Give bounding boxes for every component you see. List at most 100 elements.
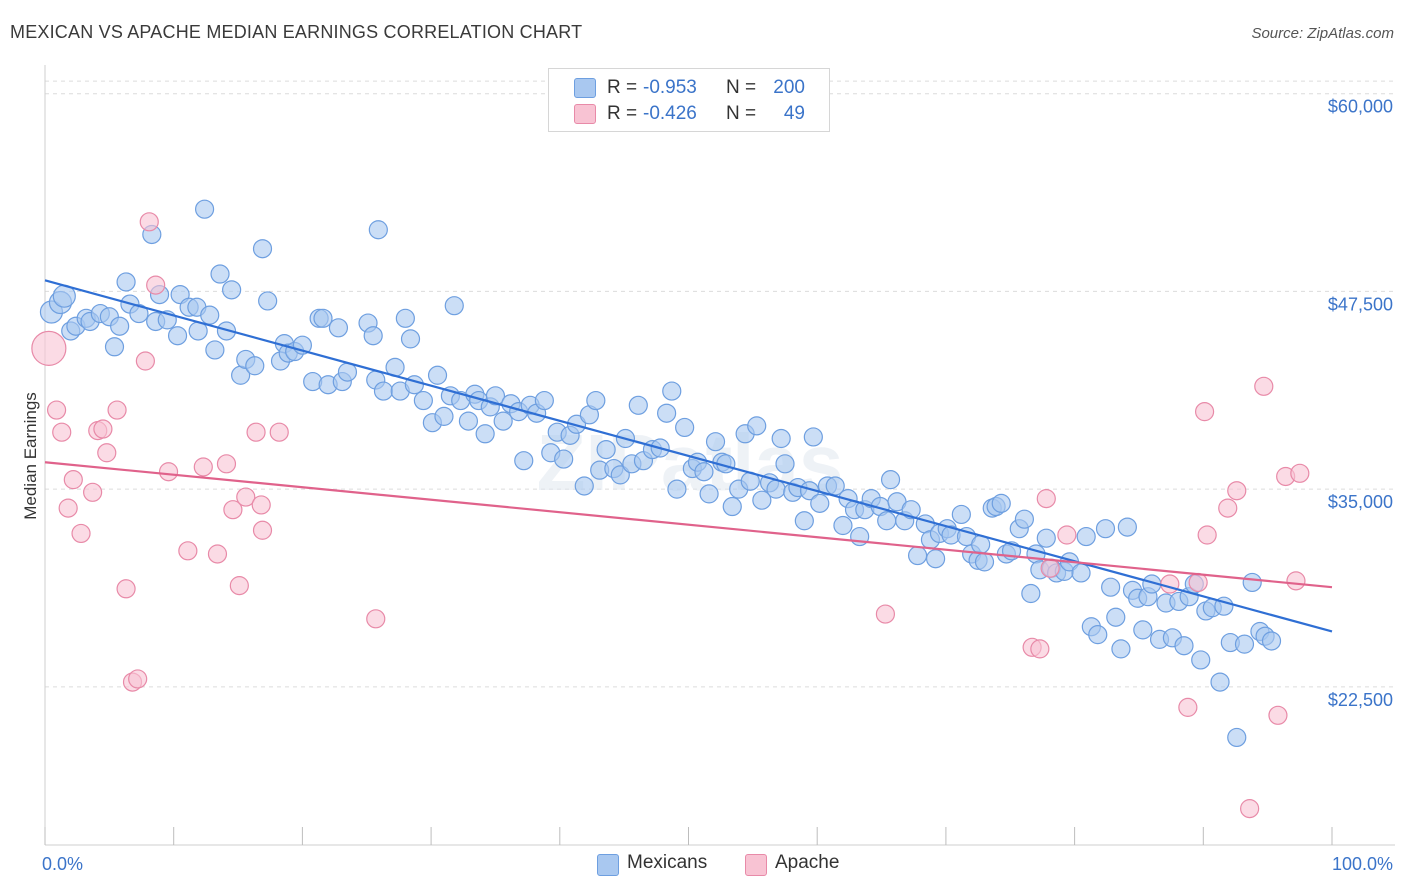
legend-n-label: N = <box>726 77 757 98</box>
apache-point <box>246 422 266 442</box>
mexicans-point <box>205 340 225 360</box>
y-tick-label: $35,000 <box>1328 492 1393 512</box>
apache-point <box>107 400 127 420</box>
legend-r-label: R = <box>607 77 638 98</box>
apache-point <box>229 576 249 596</box>
mexicans-point <box>596 439 616 460</box>
mexicans-point <box>752 490 772 510</box>
mexicans-point <box>1261 631 1282 651</box>
bottom-legend-swatch-mexicans <box>597 854 619 876</box>
mexicans-point <box>245 356 265 376</box>
mexicans-point <box>833 515 853 536</box>
mexicans-point <box>258 291 278 311</box>
mexicans-point <box>771 428 791 449</box>
mexicans-trend-line <box>44 279 1333 633</box>
axes <box>44 65 1395 846</box>
mexicans-point <box>667 479 687 499</box>
mexicans-point <box>722 496 742 517</box>
mexicans-point <box>1174 636 1194 656</box>
x-tick-label: 100.0% <box>1332 854 1393 874</box>
mexicans-point <box>747 416 767 436</box>
mexicans-point <box>313 308 333 328</box>
trend-lines <box>44 279 1333 633</box>
apache-point <box>1178 697 1198 717</box>
mexicans-point <box>705 432 726 452</box>
apache-point <box>1268 705 1288 725</box>
mexicans-point <box>222 280 242 300</box>
legend: R = -0.953 N = 200 R = -0.426 N = 49 <box>548 68 830 132</box>
mexicans-point <box>901 500 921 520</box>
apache-point <box>128 669 148 689</box>
apache-point <box>193 457 213 477</box>
mexicans-point <box>413 390 433 411</box>
mexicans-point <box>1076 526 1096 547</box>
mexicans-point <box>475 424 495 444</box>
mexicans-point <box>675 417 695 438</box>
mexicans-point <box>210 264 230 284</box>
mexicans-point <box>610 465 630 485</box>
mexicans-point <box>458 411 479 431</box>
mexicans-point <box>194 199 215 219</box>
y-tick-label: $22,500 <box>1328 690 1393 710</box>
mexicans-point <box>167 326 188 346</box>
mexicans-point <box>485 386 506 406</box>
mexicans-point <box>1036 528 1056 548</box>
apache-point <box>366 609 386 629</box>
mexicans-point <box>200 305 220 325</box>
mexicans-point <box>1117 517 1137 537</box>
apache-point <box>207 544 228 564</box>
mexicans-point <box>328 318 349 338</box>
mexicans-point <box>1191 650 1211 670</box>
mexicans-point <box>1026 544 1046 564</box>
apache-point <box>236 487 256 507</box>
apache-point <box>1197 525 1217 545</box>
mexicans-point <box>803 427 823 447</box>
bottom-legend-swatch-apache <box>745 854 767 876</box>
apache-point <box>1254 376 1274 396</box>
mexicans-point <box>694 462 714 482</box>
mexicans-point <box>1242 572 1262 593</box>
x-tick-label: 0.0% <box>42 854 83 874</box>
apache-point <box>31 330 67 366</box>
mexicans-point <box>1111 639 1131 659</box>
apache-point <box>58 498 78 518</box>
mexicans-point <box>1227 727 1247 748</box>
apache-point <box>251 495 271 515</box>
legend-row-mexicans: R = -0.953 N = 200 <box>549 75 829 101</box>
apache-point <box>63 470 83 490</box>
apache-point <box>1227 481 1247 501</box>
series-apache <box>31 212 1310 819</box>
mexicans-point <box>951 504 971 525</box>
mexicans-point <box>1088 625 1108 645</box>
mexicans-point <box>434 406 454 426</box>
mexicans-point <box>303 371 323 392</box>
mexicans-point <box>1071 563 1091 583</box>
mexicans-point <box>534 390 554 411</box>
mexicans-point <box>427 365 448 385</box>
mexicans-point <box>662 381 682 401</box>
apache-point <box>269 422 289 442</box>
apache-point <box>252 520 273 540</box>
apache-point <box>1290 463 1310 483</box>
apache-point <box>223 500 243 520</box>
legend-n-label: N = <box>726 103 757 124</box>
mexicans-point <box>766 479 786 499</box>
apache-point <box>216 454 237 474</box>
legend-swatch-apache <box>574 104 596 124</box>
legend-n-value: 200 <box>773 77 805 98</box>
apache-point <box>46 400 67 420</box>
mexicans-point <box>574 476 594 496</box>
apache-point <box>1194 402 1215 422</box>
apache-point <box>1160 574 1180 594</box>
legend-swatch-mexicans <box>574 78 596 98</box>
chart-title: MEXICAN VS APACHE MEDIAN EARNINGS CORREL… <box>10 22 583 42</box>
mexicans-point <box>1234 634 1255 654</box>
mexicans-point <box>877 511 897 531</box>
mexicans-point <box>974 552 995 572</box>
mexicans-point <box>775 454 795 474</box>
mexicans-point <box>395 308 415 328</box>
mexicans-point <box>794 511 814 531</box>
apache-point <box>158 462 179 482</box>
mexicans-point <box>514 451 534 471</box>
